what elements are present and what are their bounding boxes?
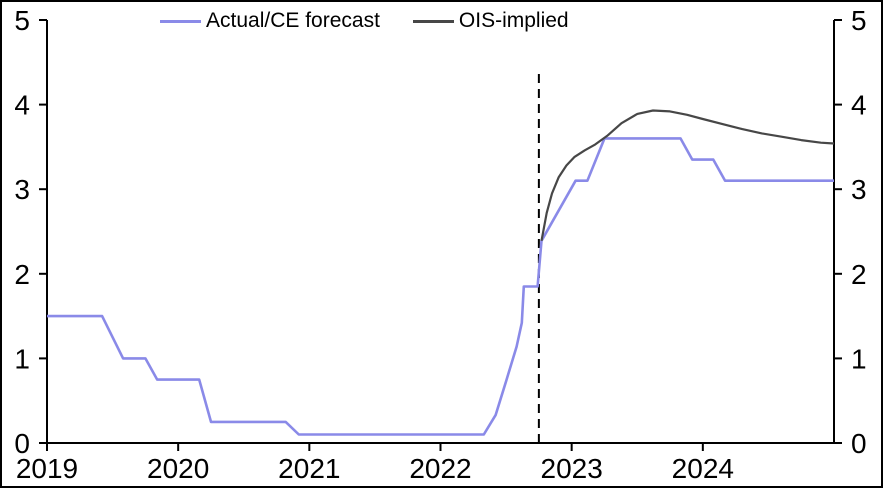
tick-label: 3	[14, 174, 30, 205]
chart-legend: Actual/CE forecast OIS-implied	[160, 6, 569, 36]
tick-label: 1	[14, 343, 30, 374]
tick-label: 5	[14, 5, 30, 36]
tick-label: 2019	[16, 453, 78, 484]
legend-item-ois-implied: OIS-implied	[412, 9, 569, 33]
tick-label: 1	[851, 343, 867, 374]
tick-label: 0	[14, 428, 30, 459]
tick-label: 2024	[672, 453, 734, 484]
tick-label: 5	[851, 5, 867, 36]
tick-label: 3	[851, 174, 867, 205]
tick-label: 2022	[409, 453, 471, 484]
tick-label: 2	[14, 259, 30, 290]
tick-label: 2021	[278, 453, 340, 484]
tick-label: 4	[14, 90, 30, 121]
tick-label: 0	[851, 428, 867, 459]
x-axis-ticks: 2019 2020 2021 2022 2023 2024	[16, 443, 734, 484]
tick-label: 4	[851, 90, 867, 121]
legend-label-actual-ce-forecast: Actual/CE forecast	[206, 9, 380, 32]
legend-line-swatch-actual-ce-forecast	[160, 19, 201, 23]
legend-line-swatch-ois-implied	[412, 19, 454, 23]
tick-label: 2	[851, 259, 867, 290]
legend-label-ois-implied: OIS-implied	[458, 9, 569, 32]
series-line-actual-ce-forecast	[47, 137, 834, 436]
tick-label: 2023	[541, 453, 603, 484]
legend-item-actual-ce-forecast: Actual/CE forecast	[160, 9, 380, 33]
tick-label: 2020	[147, 453, 209, 484]
y-axis-ticks: 0 0 1 1 2 2 3 3 4 4 5 5	[14, 5, 866, 459]
series-line-ois-implied	[540, 109, 835, 242]
